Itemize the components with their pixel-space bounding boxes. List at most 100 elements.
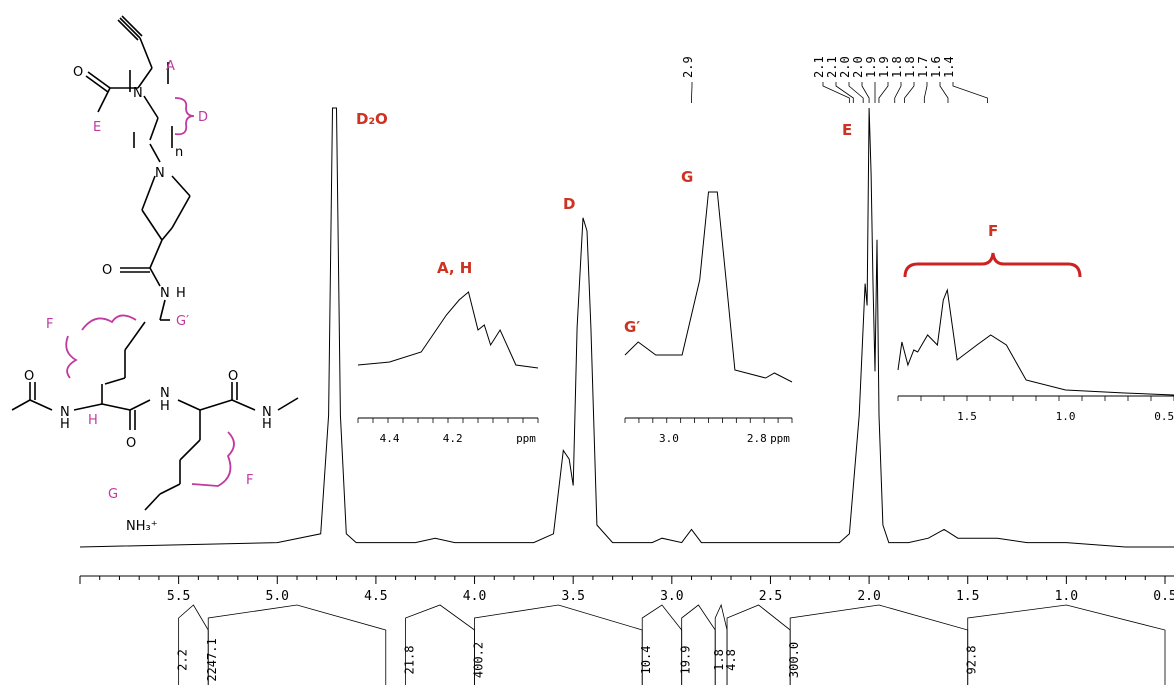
integral-label: 300.0 xyxy=(787,642,801,678)
main-tick-label: 2.0 xyxy=(857,589,880,604)
label-h-alpha: H xyxy=(88,413,98,428)
peak-top-label: 2.0 xyxy=(851,56,865,78)
spectrum-line xyxy=(79,107,1174,548)
integral-label: 1.8 xyxy=(712,649,726,671)
main-tick-label: 4.5 xyxy=(364,589,387,604)
peak-top-label: 1.4 xyxy=(942,56,956,78)
label-nh4-h: H xyxy=(262,417,272,432)
peak-label-f: F xyxy=(988,222,998,240)
label-nh1-h: H xyxy=(176,286,186,301)
peak-top-label: 1.7 xyxy=(916,56,930,78)
label-e: E xyxy=(93,120,101,135)
peak-label-e: E xyxy=(842,121,852,139)
label-nh2: N xyxy=(160,386,170,401)
peak-top-label: 2.1 xyxy=(825,56,839,78)
chemical-structure xyxy=(11,15,299,511)
inset-unit: ppm xyxy=(516,432,536,445)
label-a: A xyxy=(166,59,175,74)
main-tick-label: 4.0 xyxy=(463,589,486,604)
inset-f: 1.5 1.0 0.5 xyxy=(897,288,1174,423)
peak-top-connector xyxy=(939,82,949,103)
inset-tick-label: 3.0 xyxy=(659,432,679,445)
label-o3: O xyxy=(24,369,34,384)
integral-regions: 2.2 2247.1 21.8 400.2 10.4 19.9 1.84.8 300.0 92.… xyxy=(176,603,1166,685)
peak-top-labels: 2.9 2.1 2.1 2.0 2.0 1.9 1.9 1.8 1.8 1.7 1.6 1.4 xyxy=(681,56,988,103)
main-tick-label: 1.0 xyxy=(1055,589,1078,604)
peak-label-ah: A, H xyxy=(437,259,472,277)
main-tick-label: 1.5 xyxy=(956,589,979,604)
peak-top-connector xyxy=(894,82,902,103)
inset-line xyxy=(897,288,1174,396)
inset-tick-label: 2.8 xyxy=(747,432,767,445)
peak-top-connector xyxy=(952,82,988,103)
inset-unit: ppm xyxy=(770,432,790,445)
peak-top-label: 1.8 xyxy=(903,56,917,78)
peak-label-g-prime: G′ xyxy=(624,318,640,336)
main-tick-labels: 5.5 5.0 4.5 4.0 3.5 3.0 2.5 2.0 1.5 1.0 0.5 xyxy=(79,576,1174,604)
structure-labels: A D E n O N N O N H G′ F O O O N H N H H… xyxy=(24,59,272,534)
label-g: G xyxy=(108,487,118,502)
main-spectrum xyxy=(79,107,1174,548)
inset-tick-label: 0.5 xyxy=(1154,410,1174,423)
peak-top-connector xyxy=(861,82,870,103)
integral-curve xyxy=(714,603,728,685)
integral-label: 2.2 xyxy=(176,649,190,671)
label-nh3: N xyxy=(60,405,70,420)
peak-label-g: G xyxy=(681,168,693,186)
peak-top-label: 2.1 xyxy=(812,56,826,78)
main-tick-label: 3.0 xyxy=(660,589,683,604)
structure-brackets xyxy=(65,97,235,487)
label-o2: O xyxy=(102,263,112,278)
label-nh4: N xyxy=(262,405,272,420)
peak-top-connector xyxy=(848,82,864,103)
label-n-top: N xyxy=(133,86,143,101)
integral-curve xyxy=(474,604,643,685)
main-tick-label: 5.0 xyxy=(266,589,289,604)
peak-top-label: 1.8 xyxy=(890,56,904,78)
peak-top-label: 2.0 xyxy=(838,56,852,78)
integral-curve xyxy=(789,604,969,685)
inset-tick-label: 4.4 xyxy=(380,432,400,445)
peak-label-d: D xyxy=(563,195,575,213)
integral-label: 2247.1 xyxy=(205,638,219,681)
f-bracket xyxy=(903,252,1082,278)
integral-label: 10.4 xyxy=(639,646,653,675)
main-tick-label: 3.5 xyxy=(561,589,584,604)
main-tick-label: 5.5 xyxy=(167,589,190,604)
main-tick-label: 2.5 xyxy=(759,589,782,604)
label-nh1: N xyxy=(160,286,170,301)
peak-top-label: 2.9 xyxy=(681,56,695,78)
inset-tick-label: 4.2 xyxy=(443,432,463,445)
label-nh3-h: H xyxy=(60,417,70,432)
inset-ah: 4.4 4.2 ppm xyxy=(357,291,539,445)
label-f1: F xyxy=(46,317,53,332)
peak-top-label: 1.9 xyxy=(864,56,878,78)
inset-line xyxy=(357,291,539,369)
label-f2: F xyxy=(246,473,253,488)
integral-label: 92.8 xyxy=(965,646,979,675)
label-o5: O xyxy=(126,436,136,451)
peak-top-connector xyxy=(835,82,854,103)
integral-curve xyxy=(207,604,387,685)
integral-label: 400.2 xyxy=(472,642,486,678)
peak-top-connector xyxy=(822,82,850,103)
label-amine: NH₃⁺ xyxy=(126,519,158,534)
inset-tick-label: 1.0 xyxy=(1056,410,1076,423)
peak-top-label: 1.6 xyxy=(929,56,943,78)
peak-top-connector xyxy=(923,82,928,103)
peak-label-d2o: D₂O xyxy=(356,110,388,128)
peak-top-label: 1.9 xyxy=(877,56,891,78)
main-tick-label: 0.5 xyxy=(1153,589,1174,604)
label-o1: O xyxy=(73,65,83,80)
integral-curve xyxy=(178,604,209,685)
inset-line xyxy=(624,191,793,383)
peak-top-connector xyxy=(904,82,915,103)
label-n-pip: N xyxy=(155,166,165,181)
integral-label: 4.8 xyxy=(724,649,738,671)
inset-g: 3.0 2.8 ppm xyxy=(624,191,793,445)
label-o4: O xyxy=(228,369,238,384)
inset-tick-label: 1.5 xyxy=(957,410,977,423)
label-n: n xyxy=(175,145,183,160)
integral-curve xyxy=(726,604,791,685)
